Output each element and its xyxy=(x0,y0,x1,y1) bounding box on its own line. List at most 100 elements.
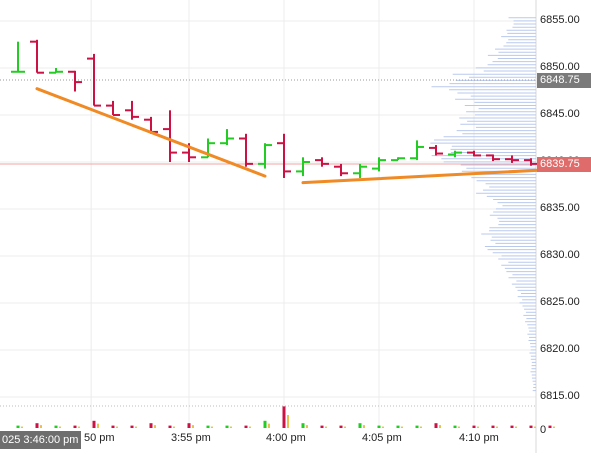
volume-bar-secondary xyxy=(230,426,232,428)
volume-bar xyxy=(548,425,552,428)
volume-bar xyxy=(73,425,77,428)
ohlc-bar xyxy=(49,68,63,74)
ohlc-bar xyxy=(315,157,329,167)
ohlc-bar xyxy=(11,41,25,73)
volume-bar-secondary xyxy=(59,426,61,428)
volume-bar-secondary xyxy=(344,426,346,428)
volume-bar xyxy=(510,425,514,428)
volume-bar xyxy=(149,423,153,428)
crosshair-time-label: 025 3:46:00 pm xyxy=(0,431,81,449)
ohlc-bar xyxy=(372,157,386,172)
volume-bar-secondary xyxy=(287,415,289,428)
volume-bar xyxy=(111,425,115,428)
volume-bar xyxy=(168,425,172,428)
ohlc-bar xyxy=(277,133,291,178)
volume-bar xyxy=(358,423,362,428)
price-axis-label: 6845.00 xyxy=(540,108,580,120)
volume-bar xyxy=(453,425,457,428)
volume-bar-secondary xyxy=(553,426,555,428)
volume-bar xyxy=(434,423,438,428)
time-axis-label: 4:10 pm xyxy=(459,432,499,444)
volume-bar xyxy=(491,425,495,428)
ohlc-bar xyxy=(87,53,101,107)
volume-axis-zero-label: 0 xyxy=(540,424,547,436)
ohlc-bar xyxy=(106,100,120,116)
ohlc-bar xyxy=(334,163,348,177)
volume-bar-secondary xyxy=(477,426,479,428)
crosshair-price-tag: 6848.75 xyxy=(537,73,591,88)
ohlc-bar xyxy=(429,145,443,156)
volume-bar xyxy=(529,425,533,428)
volume-bar-secondary xyxy=(268,423,270,428)
volume-bar-secondary xyxy=(135,426,137,428)
volume-bar-secondary xyxy=(458,426,460,428)
volume-bar xyxy=(263,420,267,428)
volume-bar-secondary xyxy=(249,426,251,428)
volume-bar-secondary xyxy=(439,425,441,428)
volume-bar xyxy=(244,425,248,428)
time-axis-label: 4:00 pm xyxy=(266,432,306,444)
volume-bar-secondary xyxy=(420,426,422,428)
time-axis-label: 4:05 pm xyxy=(362,432,402,444)
last-price-tag: 6839.75 xyxy=(537,157,591,172)
volume-bar xyxy=(282,406,286,428)
ohlc-bar xyxy=(410,140,424,161)
price-axis-label: 6855.00 xyxy=(540,14,580,26)
volume-bar-secondary xyxy=(40,425,42,428)
volume-bar xyxy=(301,423,305,428)
volume-bar-secondary xyxy=(401,426,403,428)
volume-bar xyxy=(206,425,210,428)
ohlc-bar xyxy=(505,155,519,163)
volume-bar-secondary xyxy=(325,426,327,428)
volume-bar-secondary xyxy=(306,425,308,428)
ohlc-bar xyxy=(68,70,82,92)
volume-bar xyxy=(54,425,58,428)
volume-bar xyxy=(339,425,343,428)
price-axis-label: 6820.00 xyxy=(540,343,580,355)
volume-bar xyxy=(92,420,96,428)
volume-bar xyxy=(35,423,39,428)
ohlc-bar xyxy=(239,133,253,167)
volume-bar xyxy=(225,425,229,428)
price-axis-label: 6815.00 xyxy=(540,390,580,402)
ohlc-bar xyxy=(448,150,462,158)
price-axis-label: 6825.00 xyxy=(540,296,580,308)
volume-bar-secondary xyxy=(534,426,536,428)
price-axis-label: 6830.00 xyxy=(540,249,580,261)
ohlc-bar xyxy=(486,154,500,162)
volume-bar-secondary xyxy=(496,426,498,428)
volume-bar-secondary xyxy=(116,426,118,428)
ohlc-bar xyxy=(258,143,272,169)
ohlc-bar xyxy=(220,129,234,146)
volume-bar xyxy=(130,425,134,428)
ohlc-bar xyxy=(163,110,177,162)
price-axis-label: 6835.00 xyxy=(540,202,580,214)
volume-bar-secondary xyxy=(382,426,384,428)
volume-bar-secondary xyxy=(78,426,80,428)
ohlc-bar xyxy=(30,39,44,74)
volume-bar xyxy=(415,425,419,428)
volume-bar xyxy=(187,423,191,428)
volume-bar xyxy=(320,425,324,428)
time-axis-label: 3:55 pm xyxy=(171,432,211,444)
trendline xyxy=(301,167,571,185)
price-axis-label: 6850.00 xyxy=(540,61,580,73)
ohlc-bar xyxy=(391,157,405,162)
volume-bar xyxy=(396,425,400,428)
ohlc-bar xyxy=(125,100,139,120)
volume-bar-secondary xyxy=(192,425,194,428)
volume-bar xyxy=(472,425,476,428)
volume-bar-secondary xyxy=(363,425,365,428)
ohlc-bar xyxy=(296,157,310,177)
time-axis-label: 50 pm xyxy=(84,432,115,444)
ohlc-bar xyxy=(353,163,367,178)
volume-bar-secondary xyxy=(173,426,175,428)
ohlc-bar xyxy=(467,150,481,157)
volume-bar xyxy=(377,425,381,428)
ohlc-bar xyxy=(524,158,538,166)
volume-bar-secondary xyxy=(154,425,156,428)
volume-bar-secondary xyxy=(211,426,213,428)
volume-bar-secondary xyxy=(515,426,517,428)
